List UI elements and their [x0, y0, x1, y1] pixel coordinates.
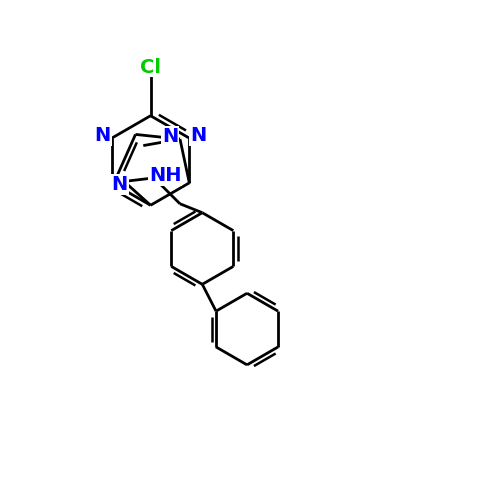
Text: N: N — [190, 126, 206, 145]
Text: Cl: Cl — [140, 58, 161, 76]
Text: N: N — [94, 126, 111, 145]
Text: N: N — [112, 175, 128, 194]
Text: N: N — [162, 127, 178, 146]
Text: NH: NH — [149, 166, 182, 185]
